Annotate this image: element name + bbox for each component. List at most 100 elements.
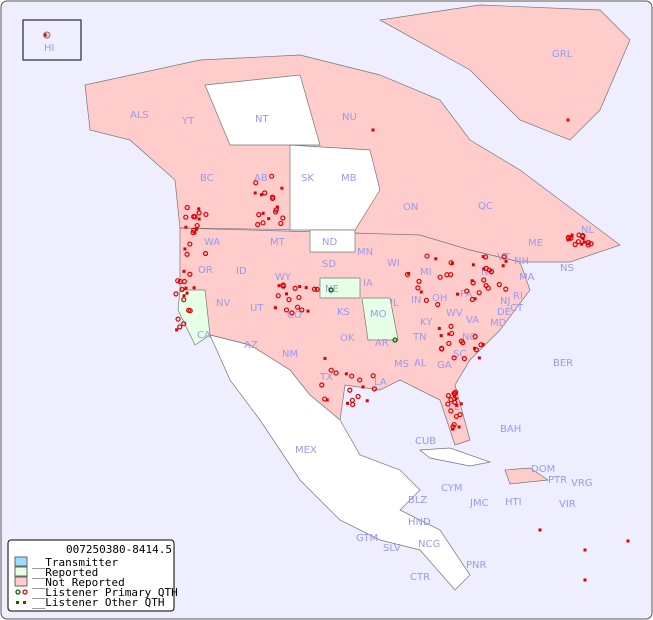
listener-primary-qth: [296, 294, 302, 301]
listener-primary-qth: [175, 316, 181, 322]
region-ne: [319, 277, 361, 299]
listener-primary-qth: [194, 222, 200, 229]
region-label-mb: MB: [341, 173, 357, 184]
listener-other-qth: [481, 342, 485, 346]
listener-other-qth: [323, 356, 327, 360]
legend-other-qth: __Listener Other QTH: [32, 596, 164, 609]
listener-other-qth: [371, 128, 375, 132]
listener-primary-qth: [283, 307, 290, 313]
listener-primary-qth: [181, 297, 187, 303]
listener-primary-qth: [461, 355, 468, 362]
region-label-ncg: NCG: [418, 539, 440, 550]
region-label-wy: WY: [275, 272, 292, 283]
listener-primary-qth: [177, 324, 183, 330]
listener-other-qth: [457, 425, 461, 429]
listener-primary-qth: [280, 215, 286, 221]
region-label-ks: KS: [337, 307, 350, 318]
listener-other-qth: [346, 401, 350, 405]
region-label-ber: BER: [553, 358, 573, 369]
listener-other-qth: [473, 297, 477, 301]
listener-primary-qth: [496, 281, 502, 288]
listener-other-qth: [184, 286, 188, 290]
region-label-wi: WI: [387, 258, 400, 269]
legend-transmitter: __Transmitter: [32, 556, 118, 569]
listener-other-qth: [344, 372, 348, 376]
region-label-tx: TX: [319, 372, 333, 383]
region-label-bc: BC: [200, 173, 214, 184]
region-label-mi: MI: [420, 267, 432, 278]
region-label-als: ALS: [130, 110, 149, 121]
listener-primary-qth: [568, 235, 574, 241]
listener-other-qth: [570, 233, 574, 237]
region-label-ut: UT: [250, 303, 264, 314]
listener-other-qth: [325, 398, 329, 402]
region-label-sc: SC: [453, 349, 466, 360]
listener-other-qth: [43, 33, 47, 37]
region-label-dom: DOM: [531, 464, 555, 475]
region-label-ok: OK: [340, 333, 355, 344]
listener-primary-qth: [183, 214, 189, 220]
listener-primary-qth: [452, 391, 458, 397]
region-label-sd: SD: [322, 259, 336, 270]
listener-primary-qth: [370, 373, 376, 379]
listener-primary-qth: [503, 286, 509, 292]
region-label-va: VA: [466, 315, 479, 326]
listener-other-qth: [192, 286, 196, 290]
listener-primary-qth: [175, 278, 181, 284]
listener-other-qth: [456, 292, 460, 296]
listener-other-qth: [434, 257, 438, 261]
listener-primary-qth: [488, 269, 495, 275]
listener-primary-qth: [202, 250, 209, 257]
listener-primary-qth: [256, 212, 262, 218]
listener-other-qth: [197, 207, 201, 211]
region-label-gtm: GTM: [356, 533, 378, 544]
listener-primary-qth: [190, 229, 196, 236]
region-label-mo: MO: [370, 309, 387, 320]
region-mo-tn: [361, 297, 399, 341]
listener-primary-qth: [292, 285, 298, 291]
listener-primary-qth: [278, 220, 284, 227]
listener-primary-qth: [275, 293, 281, 299]
listener-primary-qth: [294, 304, 301, 310]
listener-primary-qth: [585, 239, 591, 246]
listener-other-qth: [182, 269, 186, 273]
listener-primary-qth: [472, 333, 478, 340]
listener-primary-qth: [485, 285, 491, 291]
listener-primary-qth: [458, 338, 464, 344]
listener-primary-qth: [280, 282, 286, 288]
listener-primary-qth: [253, 180, 259, 186]
listener-primary-qth: [299, 307, 305, 313]
listener-primary-qth: [392, 337, 398, 343]
region-label-ia: IA: [363, 278, 373, 289]
listener-other-qth: [419, 290, 423, 294]
listener-other-qth: [482, 267, 486, 271]
listener-other-qth: [583, 578, 587, 582]
listener-primary-qth: [289, 310, 295, 316]
listener-other-qth: [304, 286, 308, 290]
listener-primary-qth: [260, 220, 266, 226]
region-nd: [309, 229, 356, 253]
listener-primary-qth: [481, 277, 487, 283]
region-label-vt: VT: [497, 252, 511, 263]
region-label-md: MD: [490, 318, 507, 329]
listener-primary-qth: [187, 241, 193, 247]
region-label-grl: GRL: [552, 49, 573, 60]
region-label-ns: NS: [560, 263, 574, 274]
region-label-nm: NM: [282, 349, 298, 360]
region-label-ky: KY: [420, 317, 433, 328]
listener-other-qth: [626, 539, 630, 543]
region-label-wa: WA: [204, 237, 220, 248]
cuba: [419, 447, 492, 467]
region-label-ctr: CTR: [410, 572, 430, 583]
region-label-sk: SK: [301, 173, 314, 184]
listener-primary-qth: [311, 286, 318, 292]
listener-other-qth: [450, 261, 454, 265]
listener-primary-qth: [464, 288, 470, 294]
legend-primary-qth: __Listener Primary QTH: [32, 586, 178, 599]
region-label-cym: CYM: [441, 483, 463, 494]
listener-primary-qth: [452, 399, 458, 405]
listener-other-qth: [182, 294, 186, 298]
listener-primary-qth: [186, 307, 192, 313]
